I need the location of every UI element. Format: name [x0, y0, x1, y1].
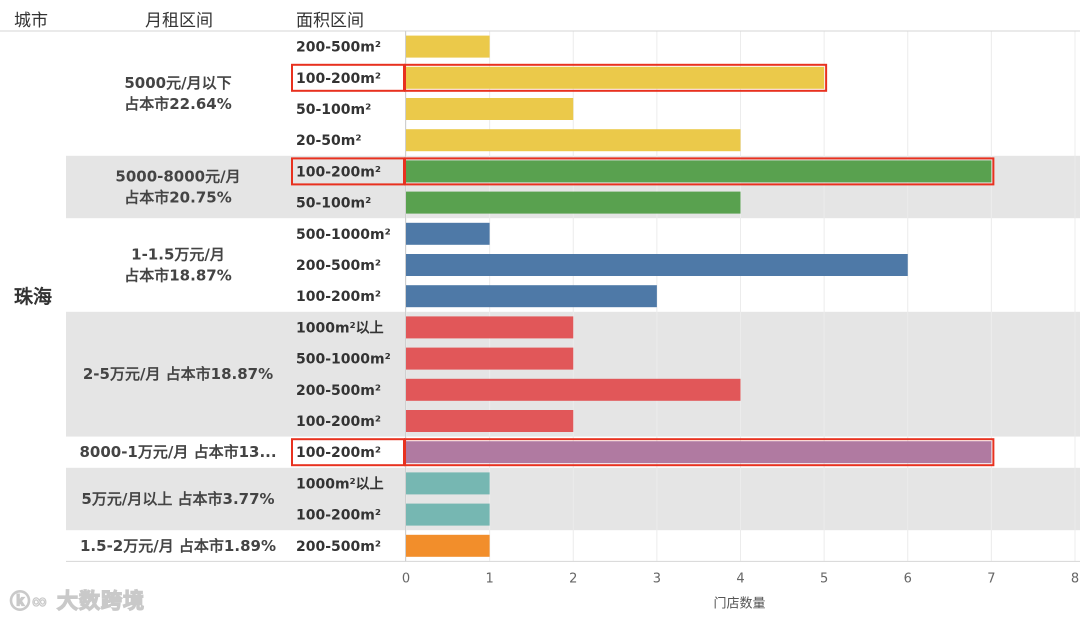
bar	[406, 160, 992, 183]
area-label: 200-500m²	[296, 258, 381, 274]
bar	[406, 129, 741, 152]
bar	[406, 316, 574, 339]
rent-band-label: 8000-1万元/月 占本市13...	[79, 443, 276, 461]
rent-band-label: 占本市22.64%	[124, 95, 231, 113]
x-tick-label: 3	[653, 571, 661, 586]
bar	[406, 534, 490, 557]
x-axis-title: 门店数量	[713, 596, 765, 611]
area-label: 500-1000m²	[296, 352, 391, 368]
area-label: 500-1000m²	[296, 227, 391, 243]
highlight-box-bar	[404, 63, 828, 92]
area-label: 200-500m²	[296, 539, 381, 555]
rent-band-label: 1.5-2万元/月 占本市1.89%	[80, 537, 276, 555]
rent-band-label: 2-5万元/月 占本市18.87%	[83, 365, 273, 383]
bar	[406, 410, 574, 432]
x-tick-label: 6	[904, 571, 912, 586]
city-column-header: 城市	[14, 11, 48, 31]
bar	[406, 503, 490, 526]
highlight-box-bar	[404, 157, 995, 186]
area-label: 100-200m²	[296, 71, 381, 87]
bar	[406, 98, 574, 120]
area-label: 100-200m²	[296, 445, 381, 461]
bar	[406, 35, 490, 58]
bar	[406, 472, 490, 495]
bar	[406, 441, 992, 464]
area-label: 200-500m²	[296, 383, 381, 399]
bar	[406, 254, 908, 276]
rent-band-label: 5万元/月以上 占本市3.77%	[81, 490, 274, 508]
rent-band-label: 占本市20.75%	[124, 189, 231, 207]
highlight-box-bar	[404, 438, 995, 467]
city-label: 珠海	[14, 285, 52, 308]
x-tick-label: 2	[569, 571, 577, 586]
watermark-logo-icon: ⓚ∞	[9, 588, 49, 613]
area-label: 50-100m²	[296, 196, 371, 212]
bar	[406, 222, 490, 245]
bar	[406, 378, 741, 401]
bar	[406, 347, 574, 370]
area-label: 200-500m²	[296, 40, 381, 56]
bar	[406, 66, 825, 89]
x-tick-label: 5	[820, 571, 828, 586]
x-tick-label: 0	[402, 571, 410, 586]
rent-band-label: 占本市18.87%	[124, 267, 231, 285]
x-tick-label: 8	[1071, 571, 1079, 586]
x-tick-label: 1	[485, 571, 493, 586]
area-label: 100-200m²	[296, 414, 381, 430]
area-label: 100-200m²	[296, 508, 381, 524]
rent-band-label: 1-1.5万元/月	[131, 246, 225, 264]
rent-band-label: 5000-8000元/月	[115, 168, 240, 186]
area-label: 1000m²以上	[296, 476, 384, 492]
area-label: 1000m²以上	[296, 320, 384, 336]
x-tick-label: 7	[987, 571, 995, 586]
area-column-header: 面积区间	[296, 11, 364, 31]
area-label: 100-200m²	[296, 289, 381, 305]
watermark-text: 大数跨境	[56, 588, 145, 613]
area-label: 100-200m²	[296, 164, 381, 180]
bar	[406, 191, 741, 214]
bar	[406, 285, 657, 308]
rent-band-label: 5000元/月以下	[124, 74, 231, 92]
x-tick-label: 4	[736, 571, 744, 586]
watermark: ⓚ∞ 大数跨境	[9, 585, 145, 615]
rent-column-header: 月租区间	[145, 11, 213, 31]
area-label: 20-50m²	[296, 133, 362, 149]
area-label: 50-100m²	[296, 102, 371, 118]
